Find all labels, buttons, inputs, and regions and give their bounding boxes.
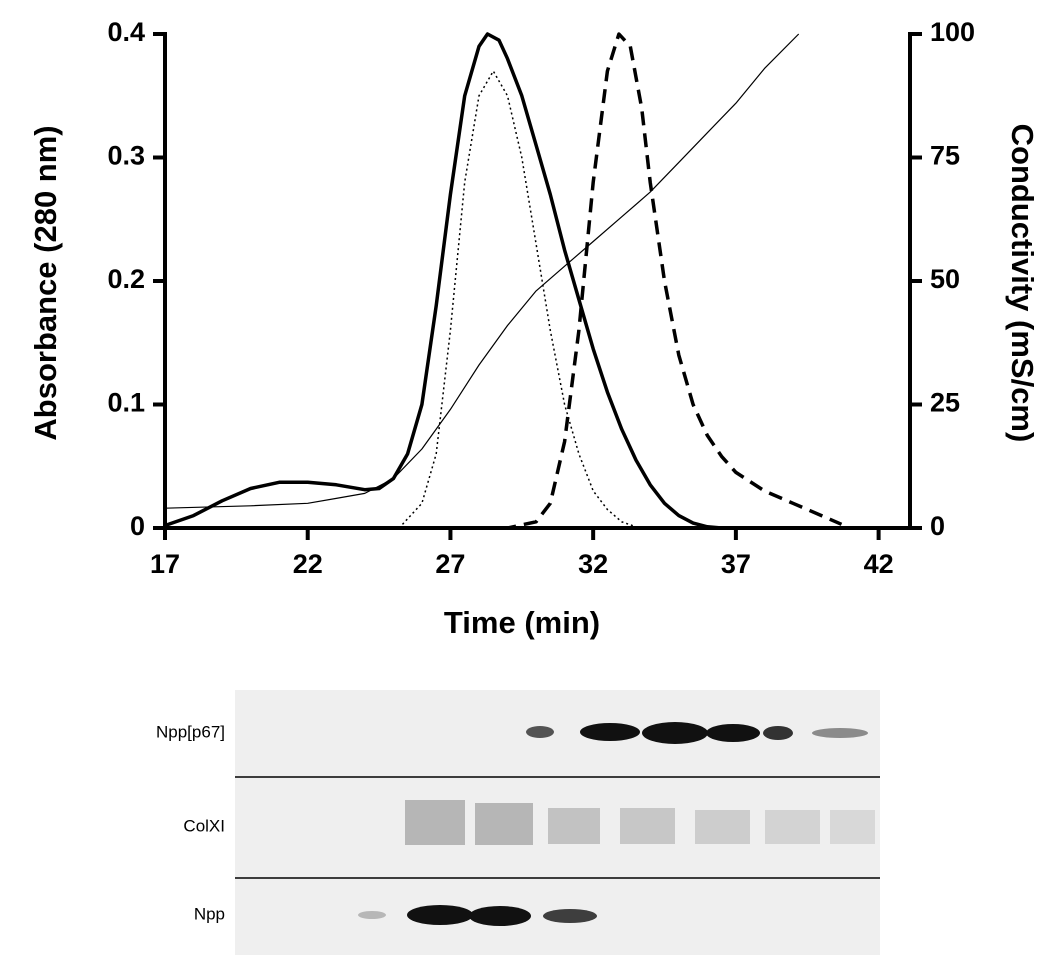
band — [469, 906, 531, 926]
gel-lane-label: Npp[p67] — [156, 722, 225, 741]
data-line — [164, 32, 722, 530]
band — [548, 808, 600, 844]
x-tick-label: 37 — [721, 549, 751, 579]
band — [763, 726, 793, 740]
band — [642, 722, 708, 744]
band — [407, 905, 473, 925]
y2-tick-label: 25 — [930, 388, 960, 418]
y-tick-label: 0.3 — [107, 141, 145, 171]
band — [526, 726, 554, 738]
band — [765, 810, 820, 844]
y2-axis-label: Conductivity (mS/cm) — [1005, 124, 1040, 443]
y2-tick-label: 100 — [930, 17, 975, 47]
data-line — [398, 70, 637, 529]
x-tick-label: 17 — [150, 549, 180, 579]
y-tick-label: 0.2 — [107, 264, 145, 294]
x-tick-label: 27 — [435, 549, 465, 579]
data-line — [436, 32, 843, 530]
band — [812, 728, 868, 738]
y-axis-label: Absorbance (280 nm) — [28, 125, 63, 440]
band — [475, 803, 533, 845]
gel-smears — [405, 800, 875, 845]
y2-tick-label: 0 — [930, 511, 945, 541]
y2-tick-label: 50 — [930, 264, 960, 294]
data-line — [164, 33, 800, 509]
y-tick-label: 0.4 — [107, 17, 145, 47]
band — [543, 909, 597, 923]
x-axis-label: Time (min) — [444, 605, 600, 640]
band — [405, 800, 465, 845]
band — [706, 724, 760, 742]
gel-bands — [358, 722, 868, 926]
gel: Npp[p67] ColXI Npp — [156, 690, 880, 955]
x-tick-label: 32 — [578, 549, 608, 579]
x-tick-label: 22 — [293, 549, 323, 579]
y-tick-label: 0.1 — [107, 388, 145, 418]
band — [358, 911, 386, 919]
gel-lane-label: Npp — [194, 904, 225, 923]
band — [695, 810, 750, 844]
band — [830, 810, 875, 844]
x-tick-label: 42 — [864, 549, 894, 579]
band — [620, 808, 675, 844]
y-tick-label: 0 — [130, 511, 145, 541]
y2-tick-label: 75 — [930, 141, 960, 171]
band — [580, 723, 640, 741]
gel-lane-label: ColXI — [183, 816, 225, 835]
